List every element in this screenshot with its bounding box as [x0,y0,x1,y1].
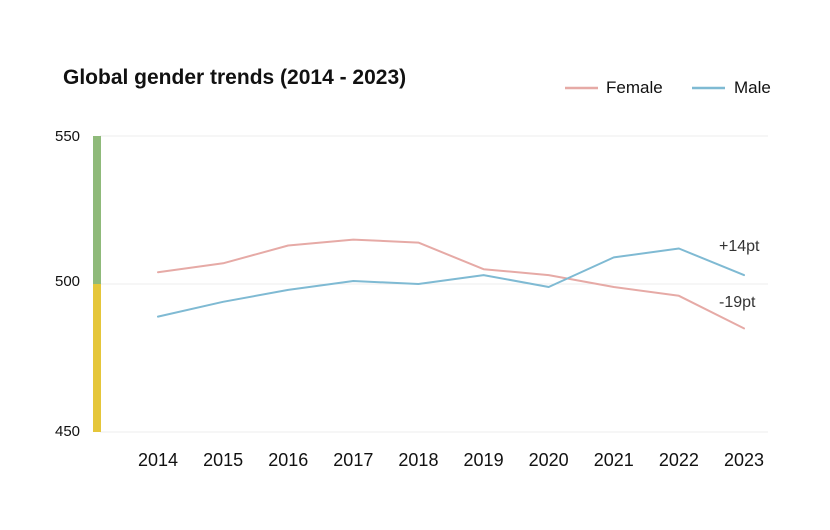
y-tick-label-450: 450 [55,423,80,440]
x-tick-label-2021: 2021 [594,450,634,470]
annotation-male-change: +14pt [719,238,760,255]
y-band-lower [93,284,101,432]
x-tick-label-2018: 2018 [398,450,438,470]
gridlines [100,135,768,433]
chart-title: Global gender trends (2014 - 2023) [63,66,406,89]
x-tick-label-2014: 2014 [138,450,178,470]
x-tick-label-2017: 2017 [333,450,373,470]
y-axis: 550 500 450 [55,128,80,440]
series-line-male [157,247,745,318]
y-axis-color-band [93,136,101,432]
annotations: +14pt -19pt [719,238,760,311]
y-tick-label-550: 550 [55,128,80,145]
x-tick-label-2023: 2023 [724,450,764,470]
x-tick-label-2020: 2020 [529,450,569,470]
y-band-upper [93,136,101,284]
x-tick-label-2016: 2016 [268,450,308,470]
x-tick-label-2022: 2022 [659,450,699,470]
y-tick-label-500: 500 [55,273,80,290]
series-line-female [157,238,745,330]
x-axis: 2014 2015 2016 2017 2018 2019 2020 2021 2022 2023 [138,450,764,470]
x-tick-label-2019: 2019 [464,450,504,470]
legend-label-male: Male [734,78,771,97]
series [157,238,745,330]
annotation-female-change: -19pt [719,294,756,311]
x-tick-label-2015: 2015 [203,450,243,470]
legend-label-female: Female [606,78,663,97]
legend: Female Male [565,78,771,97]
